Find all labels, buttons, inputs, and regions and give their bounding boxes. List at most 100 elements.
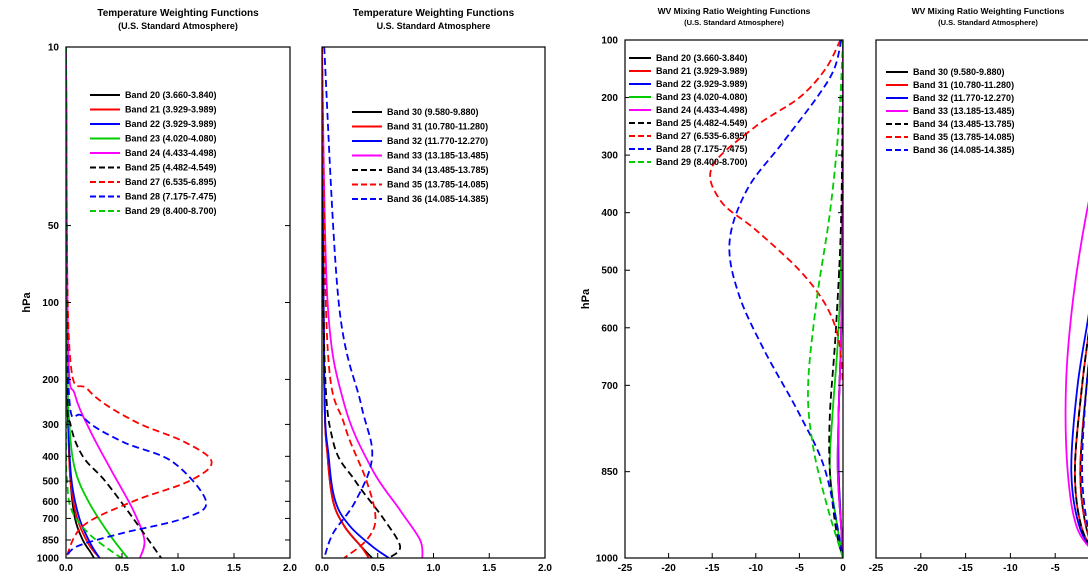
legend-label: Band 35 (13.785-14.085) (913, 132, 1015, 142)
chart-title: WV Mixing Ratio Weighting Functions (658, 6, 811, 16)
legend-label: Band 33 (13.185-13.485) (387, 151, 489, 161)
legend-label: Band 24 (4.433-4.498) (656, 105, 748, 115)
chart-panel-temp_b: Temperature Weighting Functions U.S. Stan… (315, 8, 552, 574)
legend-label: Band 30 (9.580-9.880) (387, 107, 479, 117)
x-tick-label: -20 (661, 563, 676, 574)
x-tick-label: -25 (618, 563, 633, 574)
legend-label: Band 22 (3.929-3.989) (125, 119, 217, 129)
plot-frame (875, 39, 1088, 559)
legend: Band 20 (3.660-3.840) Band 21 (3.929-3.98… (90, 90, 217, 216)
legend-label: Band 28 (7.175-7.475) (125, 192, 217, 202)
y-tick-label: 100 (601, 36, 618, 47)
x-tick-label: -15 (705, 563, 720, 574)
legend-label: Band 21 (3.929-3.989) (656, 66, 748, 76)
legend-label: Band 34 (13.485-13.785) (913, 119, 1015, 129)
legend-label: Band 21 (3.929-3.989) (125, 105, 217, 115)
legend-label: Band 32 (11.770-12.270) (913, 93, 1014, 103)
y-tick-label: 400 (601, 208, 618, 219)
x-tick-label: 0.0 (315, 563, 329, 574)
y-tick-label: 500 (42, 477, 59, 488)
x-tick-label: 0.0 (59, 563, 73, 574)
series-line-2 (322, 47, 370, 558)
legend-label: Band 33 (13.185-13.485) (913, 106, 1015, 116)
y-axis-label: hPa (21, 292, 33, 313)
series-line-7 (66, 47, 213, 558)
series-line-5 (322, 47, 402, 558)
y-tick-label: 200 (601, 93, 618, 104)
legend-label: Band 23 (4.020-4.080) (656, 92, 748, 102)
y-tick-label: 700 (601, 381, 618, 392)
series-line-7 (1081, 361, 1088, 532)
legend-label: Band 25 (4.482-4.549) (656, 118, 748, 128)
chart-subtitle: (U.S. Standard Atmosphere) (118, 21, 238, 31)
chart-title: WV Mixing Ratio Weighting Functions (912, 6, 1065, 16)
y-tick-label: 700 (42, 514, 59, 525)
x-tick-label: -20 (914, 563, 929, 574)
y-tick-label: 10 (48, 43, 60, 54)
y-axis-label: hPa (580, 288, 592, 309)
legend-label: Band 23 (4.020-4.080) (125, 134, 217, 144)
legend: Band 20 (3.660-3.840) Band 21 (3.929-3.98… (629, 53, 748, 167)
series-line-9 (807, 40, 843, 558)
chart-panel-wv_b: WV Mixing Ratio Weighting Functions (U.S.… (869, 6, 1088, 574)
series-line-9 (66, 47, 123, 558)
x-tick-label: -15 (958, 563, 973, 574)
series-line-8 (728, 40, 843, 558)
y-tick-label: 850 (42, 535, 59, 546)
legend-label: Band 24 (4.433-4.498) (125, 148, 217, 158)
y-tick-label: 100 (42, 298, 59, 309)
series-line-6 (322, 47, 377, 558)
chart-subtitle: (U.S. Standard Atmosphere) (684, 18, 784, 27)
legend-label: Band 36 (14.085-14.385) (913, 145, 1015, 155)
chart-subtitle: (U.S. Standard Atmosphere) (938, 18, 1038, 27)
x-tick-label: 2.0 (283, 563, 297, 574)
y-tick-label: 600 (42, 497, 59, 508)
x-tick-label: -10 (1003, 563, 1018, 574)
legend-label: Band 31 (10.780-11.280) (387, 122, 488, 132)
x-tick-label: -10 (749, 563, 764, 574)
series-line-5 (1073, 331, 1088, 544)
legend-label: Band 25 (4.482-4.549) (125, 163, 217, 173)
chart-panel-wv_a: WV Mixing Ratio Weighting Functions (U.S.… (580, 6, 846, 574)
legend-label: Band 27 (6.535-6.895) (125, 177, 217, 187)
legend: Band 30 (9.580-9.880) Band 31 (10.780-11.… (886, 67, 1015, 155)
legend-label: Band 32 (11.770-12.270) (387, 136, 488, 146)
x-tick-label: 0 (840, 563, 846, 574)
legend-label: Band 20 (3.660-3.840) (125, 90, 217, 100)
series-line-6 (828, 40, 843, 558)
series-line-8 (66, 47, 208, 558)
series-line-7 (323, 47, 374, 558)
series-line-4 (1064, 201, 1088, 547)
y-tick-label: 300 (601, 151, 618, 162)
series-line-7 (709, 40, 843, 386)
chart-subtitle: U.S. Standard Atmosphere (377, 21, 491, 31)
legend-label: Band 20 (3.660-3.840) (656, 53, 748, 63)
legend-label: Band 31 (10.780-11.280) (913, 80, 1014, 90)
legend-label: Band 36 (14.085-14.385) (387, 194, 489, 204)
y-tick-label: 1000 (37, 554, 60, 565)
legend-label: Band 34 (13.485-13.785) (387, 165, 489, 175)
y-tick-label: 50 (48, 221, 60, 232)
y-tick-label: 200 (42, 375, 59, 386)
x-tick-label: 1.0 (171, 563, 185, 574)
legend-label: Band 29 (8.400-8.700) (656, 157, 748, 167)
legend-label: Band 30 (9.580-9.880) (913, 67, 1005, 77)
y-tick-label: 500 (601, 266, 618, 277)
legend-label: Band 28 (7.175-7.475) (656, 144, 748, 154)
series-line-3 (1070, 313, 1088, 546)
chart-title: Temperature Weighting Functions (97, 8, 259, 19)
y-tick-label: 600 (601, 323, 618, 334)
y-tick-label: 400 (42, 452, 59, 463)
y-tick-label: 300 (42, 420, 59, 431)
series-group (1064, 201, 1088, 547)
chart-panel-temp_a: Temperature Weighting Functions (U.S. Sta… (21, 8, 297, 574)
x-tick-label: 1.5 (227, 563, 241, 574)
x-tick-label: -25 (869, 563, 884, 574)
x-tick-label: -5 (795, 563, 804, 574)
series-group (322, 47, 424, 558)
y-tick-label: 850 (601, 467, 618, 478)
legend-label: Band 35 (13.785-14.085) (387, 180, 489, 190)
y-tick-label: 1000 (596, 554, 619, 565)
x-tick-label: 0.5 (115, 563, 129, 574)
